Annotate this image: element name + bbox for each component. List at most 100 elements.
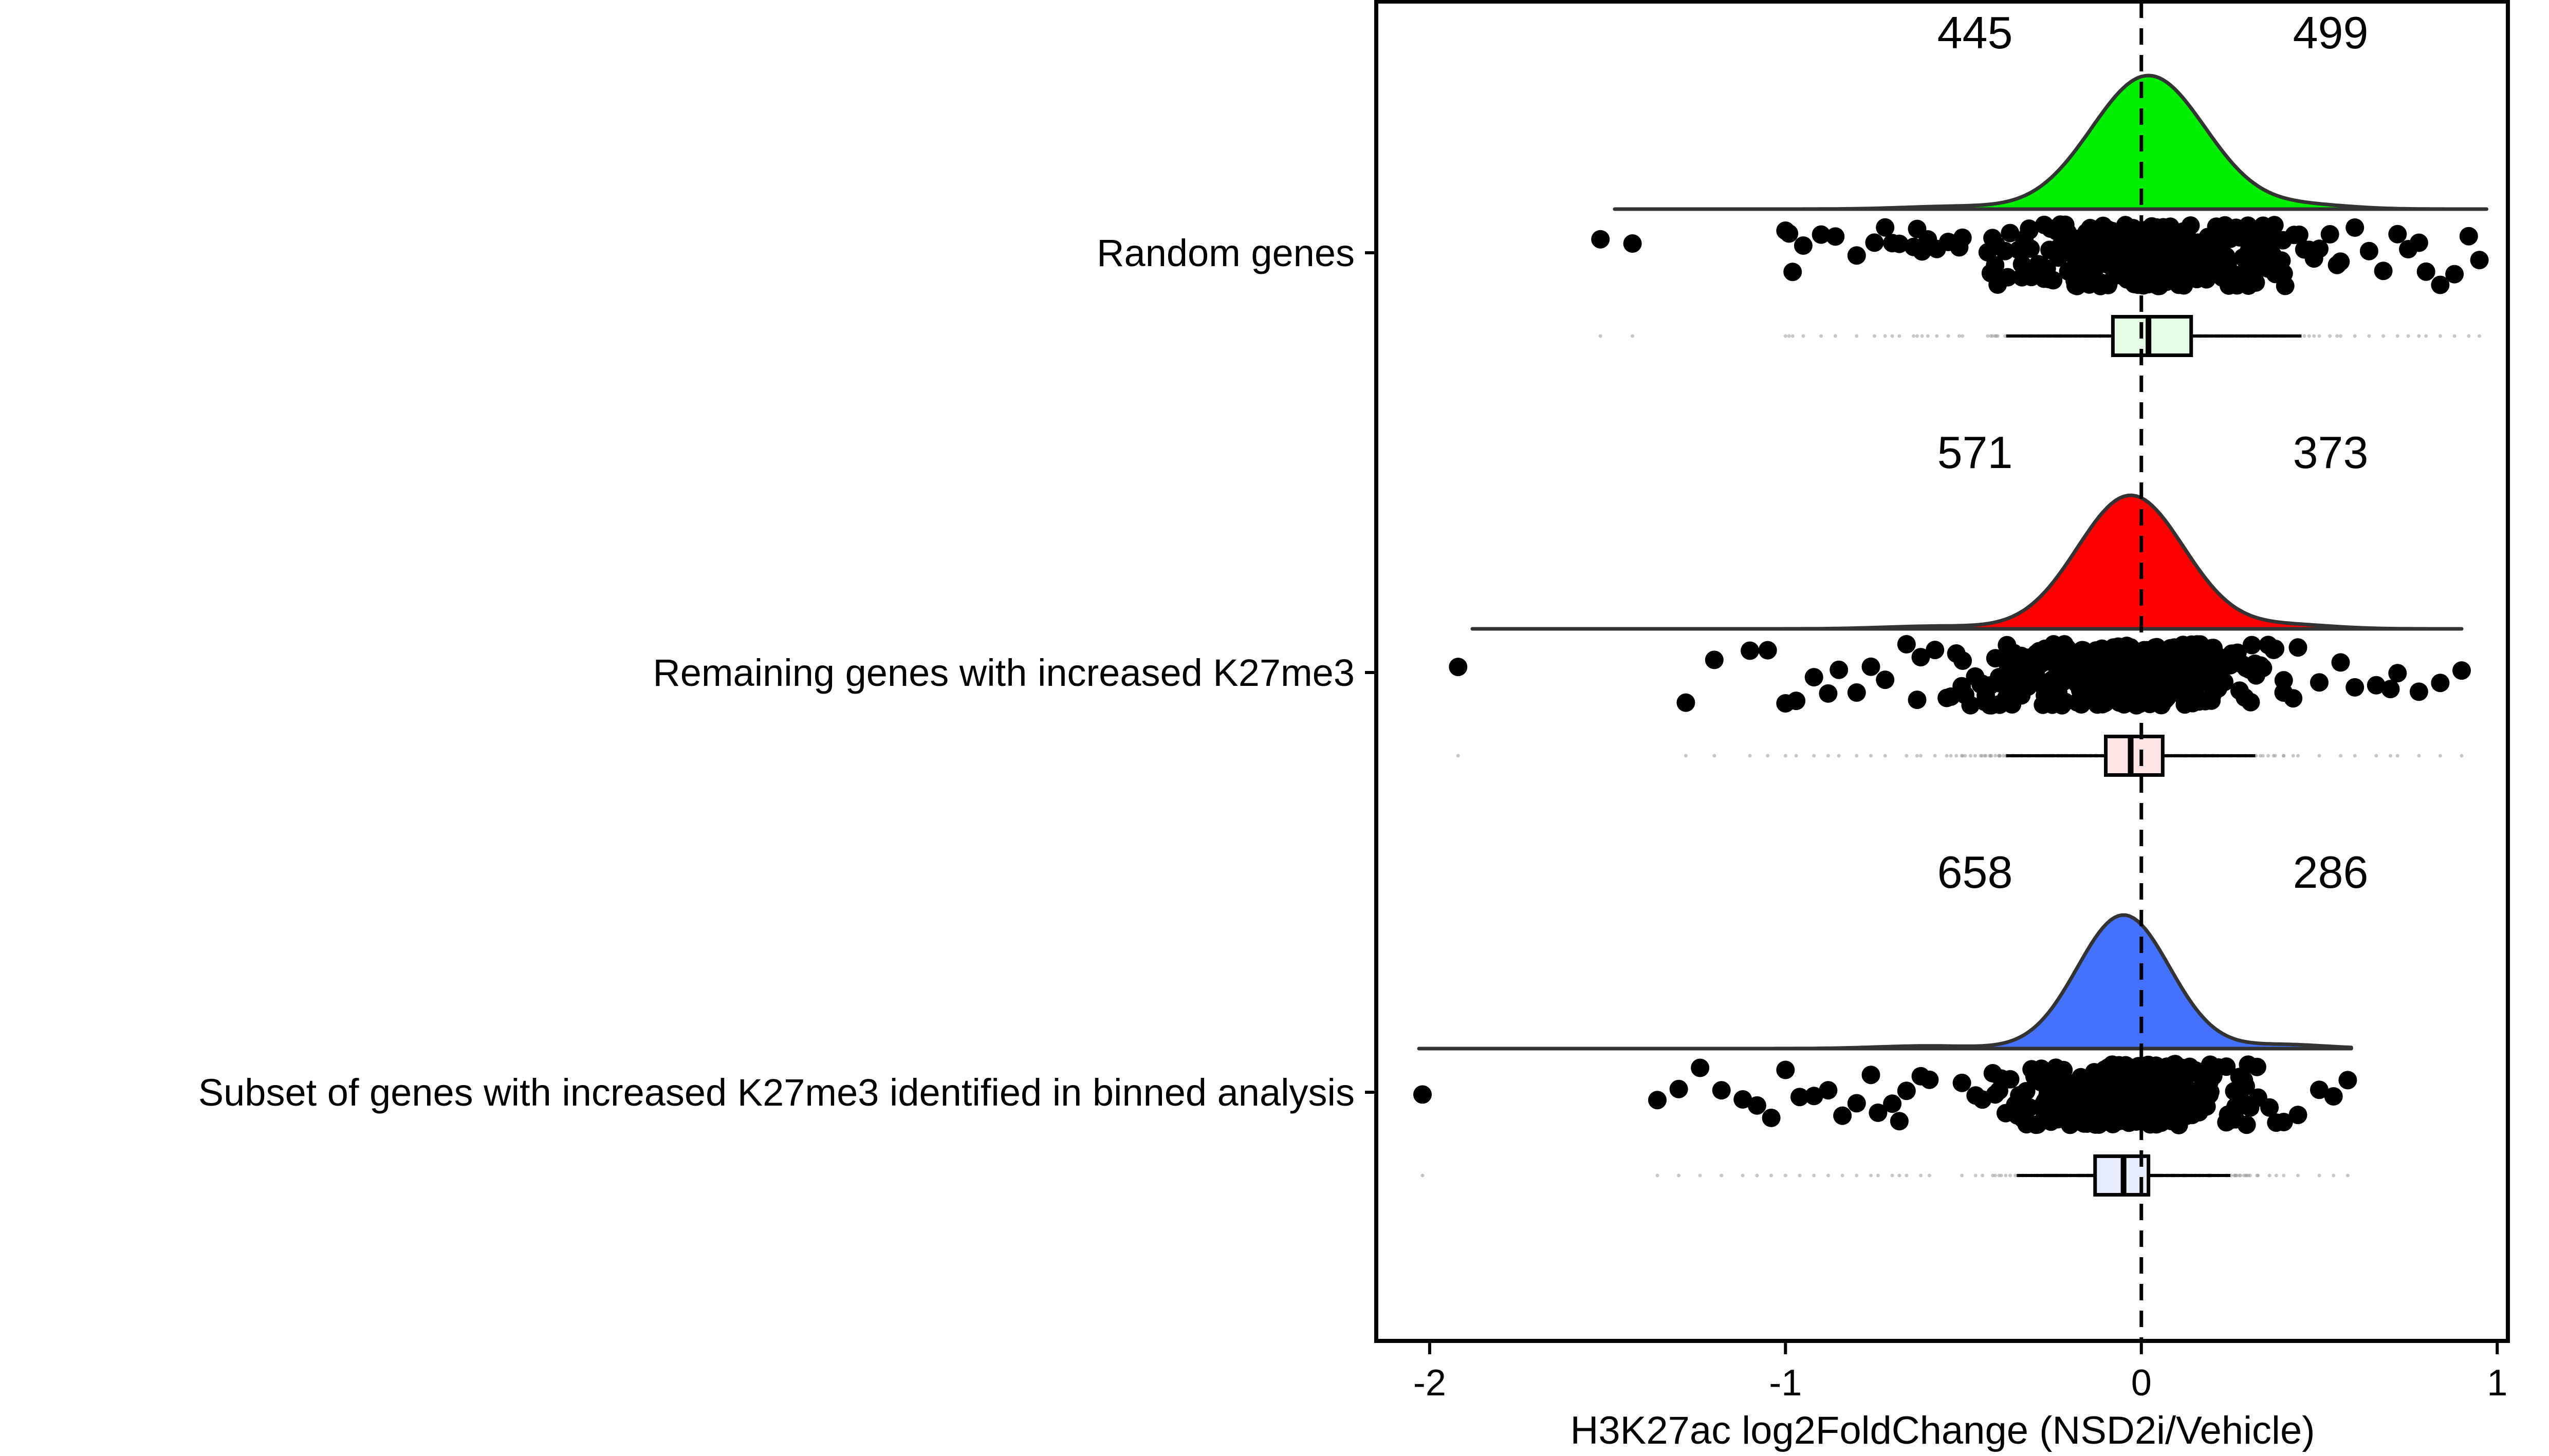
data-point xyxy=(1623,234,1642,253)
data-point xyxy=(2001,223,2020,242)
rug-mark xyxy=(2381,334,2386,338)
rug-mark xyxy=(1869,754,1873,758)
rug-mark xyxy=(2267,1173,2271,1178)
data-point xyxy=(2158,1068,2176,1087)
data-point xyxy=(2102,243,2121,262)
count-right-3: 286 xyxy=(2293,847,2369,898)
data-point xyxy=(1952,1073,1971,1092)
data-point xyxy=(2065,1110,2083,1129)
data-point xyxy=(2039,684,2058,703)
rug-mark xyxy=(2328,334,2332,338)
box-2 xyxy=(2104,735,2165,777)
rug-mark xyxy=(2395,334,2399,338)
data-point xyxy=(2118,1104,2137,1123)
data-point xyxy=(2182,635,2201,654)
data-point xyxy=(2345,678,2365,697)
data-point xyxy=(1966,667,1985,686)
rug-mark xyxy=(1968,754,1972,758)
data-point xyxy=(1950,238,1969,257)
data-point xyxy=(2388,664,2407,683)
data-point xyxy=(1747,1096,1766,1115)
rug-mark xyxy=(1905,754,1909,758)
rug-mark xyxy=(2317,754,2321,758)
rug-mark xyxy=(2353,754,2357,758)
data-point xyxy=(1712,1081,1731,1100)
data-point xyxy=(2241,1098,2260,1117)
data-point xyxy=(1691,1058,1710,1077)
data-point xyxy=(2017,1082,2036,1100)
rug-mark xyxy=(2417,754,2421,758)
data-point xyxy=(2416,262,2435,281)
data-point xyxy=(2001,1070,2020,1089)
rug-mark xyxy=(2339,754,2342,758)
rug-mark xyxy=(1826,1173,1830,1178)
rug-mark xyxy=(2274,1173,2278,1178)
data-point xyxy=(1783,263,1802,282)
data-point xyxy=(2237,1115,2256,1134)
x-axis-title: H3K27ac log2FoldChange (NSD2i/Vehicle) xyxy=(1570,1409,2315,1452)
data-point xyxy=(2232,655,2251,674)
data-point xyxy=(2079,251,2098,270)
clouds-layer xyxy=(1417,73,2488,1051)
rug-mark xyxy=(1812,754,1816,758)
data-point xyxy=(2241,693,2260,712)
rug-mark xyxy=(1855,1173,1859,1178)
data-point xyxy=(1758,641,1777,660)
data-point xyxy=(2182,1091,2201,1110)
rug-mark xyxy=(2395,754,2399,758)
data-point xyxy=(1911,1067,1930,1086)
data-point xyxy=(2320,225,2339,244)
data-point xyxy=(2452,661,2471,680)
data-point xyxy=(1847,683,1866,702)
rug-mark xyxy=(1766,754,1770,758)
data-point xyxy=(2099,273,2118,292)
data-point xyxy=(2222,1110,2241,1129)
rug-mark xyxy=(1883,334,1887,338)
rug-mark xyxy=(2271,754,2276,758)
rug-mark xyxy=(1935,334,1939,338)
data-point xyxy=(2445,265,2464,284)
data-point xyxy=(1883,1094,1902,1113)
data-point xyxy=(2328,255,2347,274)
data-point xyxy=(1904,237,1923,256)
data-point xyxy=(2237,1077,2255,1096)
counts-layer: 445 499 571 373 658 286 xyxy=(1937,7,2369,898)
rug-mark xyxy=(2478,334,2482,338)
rug-mark xyxy=(1598,334,1602,338)
data-point xyxy=(1908,690,1927,710)
rug-mark xyxy=(1986,334,1990,338)
data-point xyxy=(2142,678,2160,697)
rug-mark xyxy=(2452,334,2456,338)
data-point xyxy=(1986,1085,2005,1104)
data-point xyxy=(1741,641,1760,660)
y-tick-label-1: Random genes xyxy=(1097,232,1355,274)
data-point xyxy=(2409,682,2428,701)
data-point xyxy=(2310,673,2329,692)
rug-mark xyxy=(1876,1173,1880,1178)
rug-mark xyxy=(1855,334,1859,338)
data-point xyxy=(2145,261,2164,279)
rug-mark xyxy=(2353,334,2357,338)
rug-mark xyxy=(2335,334,2339,338)
rug-mark xyxy=(1741,1173,1745,1178)
rug-mark xyxy=(2002,754,2005,758)
rug-mark xyxy=(1994,334,1998,338)
data-point xyxy=(2139,1055,2158,1074)
rug-mark xyxy=(2003,334,2007,338)
data-point xyxy=(2102,1073,2121,1092)
data-point xyxy=(2359,241,2378,260)
data-point xyxy=(2053,696,2072,715)
data-point xyxy=(1975,693,1994,711)
data-point xyxy=(1981,676,2000,695)
rug-mark xyxy=(1787,334,1791,338)
rug-mark xyxy=(1945,754,1949,758)
data-point xyxy=(2242,636,2261,655)
data-point xyxy=(1876,218,1895,237)
data-point xyxy=(1812,225,1831,244)
rug-mark xyxy=(1833,334,1837,338)
data-point xyxy=(2055,635,2074,654)
rug-mark xyxy=(1912,334,1916,338)
x-tick-label-1: 1 xyxy=(2487,1362,2507,1404)
data-point xyxy=(2221,230,2240,248)
